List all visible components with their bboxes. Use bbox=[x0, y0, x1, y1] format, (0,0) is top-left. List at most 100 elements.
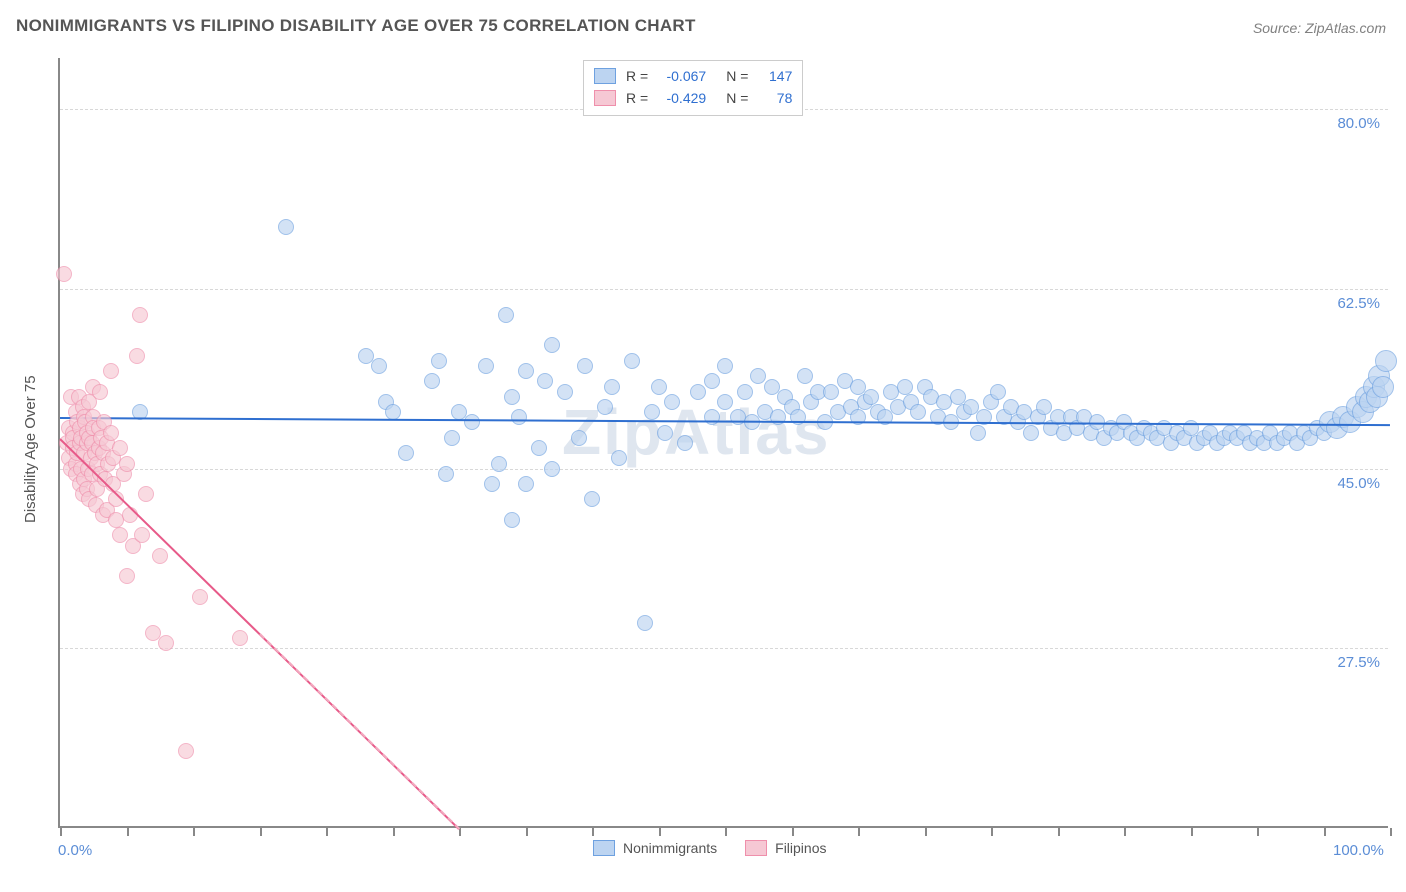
scatter-point bbox=[398, 445, 414, 461]
x-tick bbox=[1124, 828, 1126, 836]
x-tick bbox=[659, 828, 661, 836]
x-tick bbox=[792, 828, 794, 836]
x-tick bbox=[260, 828, 262, 836]
stat-r-value: -0.429 bbox=[658, 90, 706, 106]
x-tick bbox=[193, 828, 195, 836]
trend-line bbox=[259, 633, 460, 829]
x-tick bbox=[393, 828, 395, 836]
scatter-point bbox=[863, 389, 879, 405]
scatter-point bbox=[970, 425, 986, 441]
y-tick-label: 62.5% bbox=[1310, 295, 1380, 312]
gridline bbox=[60, 469, 1388, 470]
scatter-point bbox=[677, 435, 693, 451]
scatter-point bbox=[278, 219, 294, 235]
scatter-point bbox=[897, 379, 913, 395]
y-tick-label: 27.5% bbox=[1310, 654, 1380, 671]
scatter-point bbox=[192, 589, 208, 605]
legend-label: Filipinos bbox=[775, 840, 826, 856]
scatter-point bbox=[797, 368, 813, 384]
y-tick-label: 45.0% bbox=[1310, 475, 1380, 492]
scatter-point bbox=[664, 394, 680, 410]
scatter-point bbox=[518, 363, 534, 379]
scatter-point bbox=[103, 425, 119, 441]
scatter-point bbox=[444, 430, 460, 446]
stat-n-value: 78 bbox=[758, 90, 792, 106]
x-tick bbox=[526, 828, 528, 836]
x-tick bbox=[592, 828, 594, 836]
scatter-point bbox=[544, 461, 560, 477]
legend-swatch bbox=[594, 68, 616, 84]
scatter-point bbox=[637, 615, 653, 631]
scatter-point bbox=[119, 568, 135, 584]
x-tick-label: 100.0% bbox=[1333, 842, 1384, 859]
scatter-point bbox=[624, 353, 640, 369]
legend-swatch bbox=[745, 840, 767, 856]
plot-area: ZipAtlas 27.5%45.0%62.5%80.0% bbox=[58, 58, 1388, 828]
scatter-point bbox=[498, 307, 514, 323]
scatter-point bbox=[152, 548, 168, 564]
scatter-point bbox=[92, 384, 108, 400]
y-tick-label: 80.0% bbox=[1310, 115, 1380, 132]
scatter-point bbox=[511, 409, 527, 425]
scatter-point bbox=[704, 373, 720, 389]
scatter-point bbox=[132, 307, 148, 323]
legend-swatch bbox=[593, 840, 615, 856]
legend-series: Nonimmigrants Filipinos bbox=[593, 840, 827, 856]
scatter-point bbox=[1372, 376, 1394, 398]
scatter-point bbox=[990, 384, 1006, 400]
scatter-point bbox=[108, 512, 124, 528]
scatter-point bbox=[537, 373, 553, 389]
scatter-point bbox=[1023, 425, 1039, 441]
source-text: Source: ZipAtlas.com bbox=[1253, 20, 1386, 36]
legend-swatch bbox=[594, 90, 616, 106]
scatter-point bbox=[544, 337, 560, 353]
stat-n-label: N = bbox=[726, 90, 748, 106]
scatter-point bbox=[557, 384, 573, 400]
scatter-point bbox=[478, 358, 494, 374]
scatter-point bbox=[484, 476, 500, 492]
scatter-point bbox=[178, 743, 194, 759]
scatter-point bbox=[103, 363, 119, 379]
scatter-point bbox=[704, 409, 720, 425]
scatter-point bbox=[504, 512, 520, 528]
x-tick bbox=[326, 828, 328, 836]
scatter-point bbox=[597, 399, 613, 415]
gridline bbox=[60, 289, 1388, 290]
stat-r-label: R = bbox=[626, 68, 648, 84]
scatter-point bbox=[823, 384, 839, 400]
x-tick bbox=[925, 828, 927, 836]
legend-stat-row: R =-0.067N =147 bbox=[594, 65, 792, 87]
legend-label: Nonimmigrants bbox=[623, 840, 717, 856]
scatter-point bbox=[604, 379, 620, 395]
scatter-point bbox=[518, 476, 534, 492]
scatter-point bbox=[232, 630, 248, 646]
x-tick bbox=[858, 828, 860, 836]
scatter-point bbox=[431, 353, 447, 369]
scatter-point bbox=[531, 440, 547, 456]
scatter-point bbox=[119, 456, 135, 472]
x-tick bbox=[127, 828, 129, 836]
scatter-point bbox=[770, 409, 786, 425]
chart-title: NONIMMIGRANTS VS FILIPINO DISABILITY AGE… bbox=[16, 16, 696, 36]
scatter-point bbox=[571, 430, 587, 446]
legend-stat-row: R = -0.429 N = 78 bbox=[594, 87, 792, 109]
scatter-point bbox=[134, 527, 150, 543]
gridline bbox=[60, 648, 1388, 649]
stat-r-label: R = bbox=[626, 90, 648, 106]
scatter-point bbox=[424, 373, 440, 389]
x-tick bbox=[1058, 828, 1060, 836]
scatter-point bbox=[657, 425, 673, 441]
stat-n-label: N = bbox=[726, 68, 748, 84]
scatter-point bbox=[690, 384, 706, 400]
scatter-point bbox=[717, 394, 733, 410]
scatter-point bbox=[464, 414, 480, 430]
legend-item: Nonimmigrants bbox=[593, 840, 717, 856]
stat-n-value: 147 bbox=[758, 68, 792, 84]
scatter-point bbox=[371, 358, 387, 374]
scatter-point bbox=[1375, 350, 1397, 372]
x-tick bbox=[1257, 828, 1259, 836]
scatter-point bbox=[112, 440, 128, 456]
y-axis-title: Disability Age Over 75 bbox=[22, 375, 39, 523]
scatter-point bbox=[158, 635, 174, 651]
scatter-point bbox=[717, 358, 733, 374]
